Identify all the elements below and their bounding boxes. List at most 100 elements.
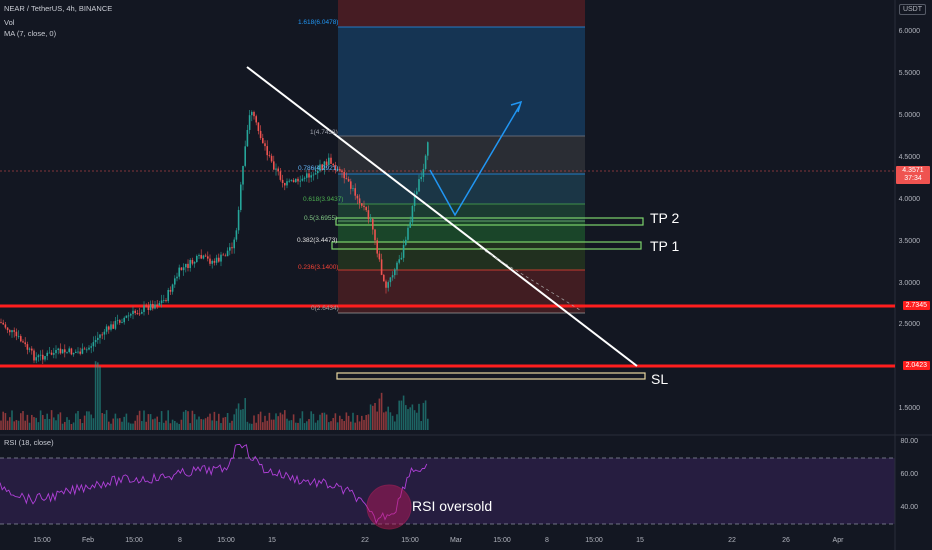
sl-box[interactable] <box>336 372 646 380</box>
volume-bar <box>147 414 150 430</box>
volume-bar <box>9 417 11 430</box>
volume-bar <box>365 415 367 430</box>
volume-bar <box>240 409 242 430</box>
volume-bar <box>156 416 158 430</box>
candle-body <box>328 157 330 166</box>
volume-bar <box>213 411 216 430</box>
volume-bar <box>420 421 422 430</box>
volume-bar <box>354 422 356 430</box>
volume-bar <box>158 422 161 430</box>
candle-body <box>242 165 244 185</box>
volume-bar <box>367 414 370 430</box>
volume-bar <box>42 415 44 430</box>
candle-body <box>246 129 249 147</box>
volume-bar <box>266 420 268 430</box>
candle-body <box>413 194 416 206</box>
candle-body <box>416 191 418 195</box>
candle-body <box>308 173 310 178</box>
volume-bar <box>55 420 57 430</box>
volume-bar <box>187 411 189 430</box>
rsi-tick: 80.00 <box>900 438 918 445</box>
candle-body <box>352 188 354 189</box>
candle-body <box>220 254 222 262</box>
rsi-oversold-label: RSI oversold <box>412 498 493 514</box>
candle-body <box>407 227 409 240</box>
candlesticks <box>0 109 429 365</box>
symbol-line[interactable]: NEAR / TetherUS, 4h, BINANCE <box>4 4 113 13</box>
volume-bar <box>224 417 227 430</box>
volume-bar <box>165 420 167 430</box>
volume-bar <box>97 362 99 430</box>
candle-body <box>427 142 429 156</box>
volume-bar <box>4 413 7 430</box>
volume-bar <box>273 419 275 430</box>
volume-bar <box>138 410 141 430</box>
candle-body <box>44 356 46 360</box>
candle-body <box>202 255 205 259</box>
volume-bar <box>33 417 35 430</box>
candle-body <box>198 255 200 257</box>
volume-bar <box>231 420 233 430</box>
volume-bar <box>387 406 389 430</box>
volume-bar <box>279 412 282 430</box>
candle-body <box>132 310 134 315</box>
candle-body <box>136 312 139 314</box>
candle-body <box>400 257 403 260</box>
tp1-box[interactable] <box>331 241 642 250</box>
projection-path[interactable] <box>429 104 521 217</box>
rsi-label[interactable]: RSI (18, close) <box>4 438 54 447</box>
candle-body <box>17 336 20 337</box>
volume-bar <box>418 403 420 430</box>
volume-bar <box>416 412 418 430</box>
volume-bar <box>229 422 231 430</box>
volume-bar <box>72 422 75 430</box>
volume-bar <box>424 400 427 430</box>
candle-body <box>50 352 53 355</box>
volume-bar <box>356 415 359 430</box>
volume-bar <box>112 418 114 430</box>
volume-bar <box>59 412 62 430</box>
candle-body <box>325 161 328 166</box>
candle-body <box>110 324 112 330</box>
volume-bar <box>222 417 224 430</box>
trendline[interactable] <box>246 66 638 367</box>
currency-label[interactable]: USDT <box>898 4 926 15</box>
volume-bar <box>383 412 385 430</box>
volume-bar <box>275 413 277 430</box>
candle-body <box>22 341 24 343</box>
volume-bar <box>422 402 425 430</box>
candle-body <box>215 257 218 263</box>
volume-bar <box>28 422 31 430</box>
volume-bar <box>202 419 205 430</box>
level-badge-upper: 2.7345 <box>902 301 930 310</box>
candle-body <box>369 219 372 220</box>
candle-body <box>72 352 75 355</box>
tp2-box[interactable] <box>335 217 644 226</box>
candle-body <box>75 351 77 353</box>
candle-body <box>116 320 119 322</box>
time-tick: 15 <box>636 537 644 544</box>
volume-bar <box>211 420 213 430</box>
candle-body <box>233 239 235 249</box>
candle-body <box>411 205 414 223</box>
volume-bar <box>255 422 257 430</box>
candle-body <box>266 146 268 156</box>
time-tick: 15 <box>268 537 276 544</box>
candle-body <box>255 116 257 123</box>
candle-body <box>279 171 282 180</box>
volume-bar <box>244 398 246 430</box>
time-tick: Mar <box>449 537 463 544</box>
rsi-oversold-circle[interactable] <box>366 484 412 530</box>
time-tick: 15:00 <box>401 537 419 544</box>
volume-bar <box>268 412 271 430</box>
candle-body <box>35 357 37 361</box>
vol-label[interactable]: Vol <box>4 18 15 27</box>
candle-body <box>262 138 264 144</box>
volume-bar <box>325 414 328 430</box>
volume-bar <box>53 417 55 430</box>
candle-body <box>273 161 275 170</box>
candle-body <box>347 179 350 182</box>
ma-label[interactable]: MA (7, close, 0) <box>4 29 57 38</box>
volume-bar <box>235 408 238 430</box>
